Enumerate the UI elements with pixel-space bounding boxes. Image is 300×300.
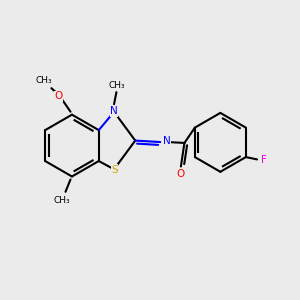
Text: CH₃: CH₃ [54,196,70,205]
Text: N: N [110,106,118,116]
Text: N: N [163,136,171,146]
Text: O: O [55,92,63,101]
Text: S: S [111,165,118,175]
Text: CH₃: CH₃ [109,81,125,90]
Text: O: O [177,169,185,178]
Text: CH₃: CH₃ [36,76,52,85]
Text: F: F [261,155,266,165]
